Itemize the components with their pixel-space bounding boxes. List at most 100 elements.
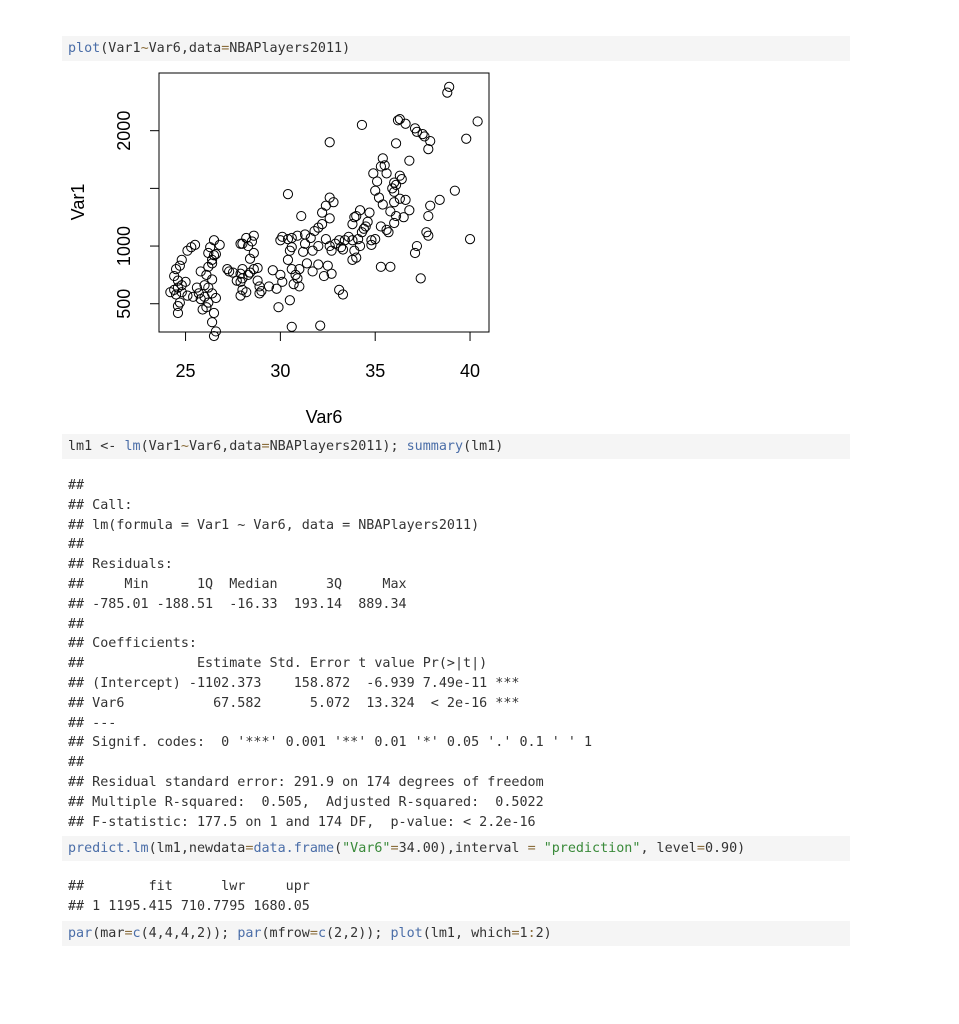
scatter-point bbox=[324, 240, 335, 252]
scatter-point bbox=[307, 245, 318, 256]
scatter-point bbox=[203, 282, 214, 293]
scatter-point bbox=[207, 274, 218, 285]
scatter-point bbox=[286, 321, 297, 332]
scatter-point bbox=[353, 234, 364, 245]
predict-output-line: ## fit lwr upr bbox=[68, 879, 310, 894]
y-axis-label: Var1 bbox=[68, 184, 88, 221]
scatter-point bbox=[409, 123, 421, 134]
scatter-point bbox=[222, 264, 233, 275]
summary-output-line: ## Coefficients: bbox=[68, 636, 197, 652]
scatter-point bbox=[296, 210, 307, 222]
scatter-point bbox=[385, 261, 396, 272]
scatter-point bbox=[322, 260, 333, 271]
scatter-point bbox=[317, 219, 328, 230]
scatter-point bbox=[292, 273, 303, 284]
summary-output-line: ## bbox=[68, 755, 85, 771]
scatter-point bbox=[444, 81, 455, 92]
scatter-point bbox=[472, 116, 483, 127]
scatter-point bbox=[307, 266, 318, 277]
code-block-predict: predict.lm(lm1,newdata=data.frame("Var6"… bbox=[62, 836, 850, 861]
scatter-point bbox=[203, 261, 214, 272]
scatter-point bbox=[235, 276, 246, 287]
scatter-point bbox=[423, 210, 434, 222]
scatter-point bbox=[224, 266, 235, 277]
scatter-point bbox=[337, 244, 349, 255]
scatter-point bbox=[172, 307, 184, 319]
scatter-point bbox=[389, 217, 400, 229]
scatter-point bbox=[267, 265, 278, 276]
scatter-point bbox=[370, 234, 381, 245]
summary-output-line: ## -785.01 -188.51 -16.33 193.14 889.34 bbox=[68, 596, 407, 612]
scatter-point bbox=[286, 242, 297, 253]
predict-output: ## fit lwr upr ## 1 1195.415 710.7795 168… bbox=[68, 877, 310, 917]
scatter-point bbox=[170, 264, 182, 275]
scatter-point bbox=[309, 225, 320, 237]
scatter-point bbox=[394, 193, 405, 204]
x-tick-label: 40 bbox=[460, 361, 480, 381]
x-axis: 25 30 35 40 bbox=[176, 331, 480, 381]
scatter-point bbox=[324, 137, 335, 148]
summary-output-line: ## Multiple R-squared: 0.505, Adjusted R… bbox=[68, 794, 544, 810]
summary-output-line: ## Estimate Std. Error t value Pr(>|t|) bbox=[68, 656, 488, 672]
y-tick-label: 500 bbox=[114, 289, 134, 319]
scatter-point bbox=[318, 270, 330, 282]
scatter-point bbox=[385, 206, 396, 217]
scatter-point bbox=[165, 287, 176, 298]
scatter-point bbox=[343, 231, 354, 242]
scatter-point bbox=[248, 247, 259, 259]
scatter-point bbox=[375, 221, 386, 232]
scatter-point bbox=[252, 262, 263, 274]
scatter-point bbox=[417, 129, 428, 140]
scatter-point bbox=[398, 212, 409, 223]
scatter-point bbox=[330, 238, 341, 249]
scatter-point bbox=[326, 268, 337, 279]
scatter-point bbox=[208, 235, 220, 246]
x-axis-label: Var6 bbox=[306, 407, 343, 427]
scatter-point bbox=[404, 155, 415, 166]
scatter-point bbox=[347, 254, 358, 265]
code-block-lm: lm1 <- lm(Var1~Var6,data=NBAPlayers2011)… bbox=[62, 434, 850, 459]
scatter-point bbox=[400, 194, 411, 206]
scatter-point bbox=[372, 176, 383, 187]
summary-output-line: ## --- bbox=[68, 715, 117, 731]
scatter-point bbox=[241, 287, 252, 298]
scatter-point bbox=[298, 246, 309, 257]
scatter-point bbox=[214, 239, 225, 250]
scatter-point bbox=[360, 221, 371, 232]
scatter-point bbox=[423, 230, 434, 241]
scatter-point bbox=[415, 273, 426, 284]
scatter-point bbox=[404, 205, 415, 216]
code-block-par: par(mar=c(4,4,4,2)); par(mfrow=c(2,2)); … bbox=[62, 921, 850, 946]
scatter-point bbox=[292, 230, 303, 241]
scatter-point bbox=[381, 224, 392, 235]
scatter-point bbox=[248, 264, 259, 275]
summary-output-line: ## Signif. codes: 0 '***' 0.001 '**' 0.0… bbox=[68, 735, 593, 751]
summary-output-line: ## F-statistic: 177.5 on 1 and 174 DF, p… bbox=[68, 814, 536, 830]
scatter-point bbox=[349, 212, 360, 223]
y-tick-label: 1000 bbox=[114, 226, 134, 266]
scatter-point bbox=[275, 269, 286, 280]
y-axis: 500 1000 2000 bbox=[114, 111, 160, 319]
scatter-point bbox=[254, 281, 265, 292]
plot-frame bbox=[158, 72, 490, 333]
scatter-point bbox=[301, 258, 313, 269]
scatter-point bbox=[235, 290, 246, 301]
code-text-plot: plot(Var1~Var6,data=NBAPlayers2011) bbox=[68, 41, 351, 56]
scatter-point bbox=[227, 267, 239, 278]
scatter-point bbox=[425, 200, 436, 211]
x-tick-label: 35 bbox=[365, 361, 385, 381]
scatter-point bbox=[282, 189, 294, 200]
scatter-plot: 25 30 35 40 500 1000 2000 Var6 Var1 bbox=[68, 72, 490, 427]
scatter-point bbox=[244, 253, 256, 264]
scatter-point bbox=[208, 330, 220, 342]
scatter-point bbox=[210, 249, 221, 260]
scatter-point bbox=[207, 258, 218, 269]
scatter-point bbox=[284, 245, 295, 256]
scatter-point bbox=[180, 276, 191, 287]
code-text-par: par(mar=c(4,4,4,2)); par(mfrow=c(2,2)); … bbox=[68, 926, 552, 941]
scatter-point bbox=[176, 254, 187, 265]
scatter-point bbox=[176, 287, 187, 298]
scatter-point bbox=[387, 183, 398, 194]
code-block-plot: plot(Var1~Var6,data=NBAPlayers2011) bbox=[62, 36, 850, 61]
scatter-point bbox=[188, 291, 199, 302]
